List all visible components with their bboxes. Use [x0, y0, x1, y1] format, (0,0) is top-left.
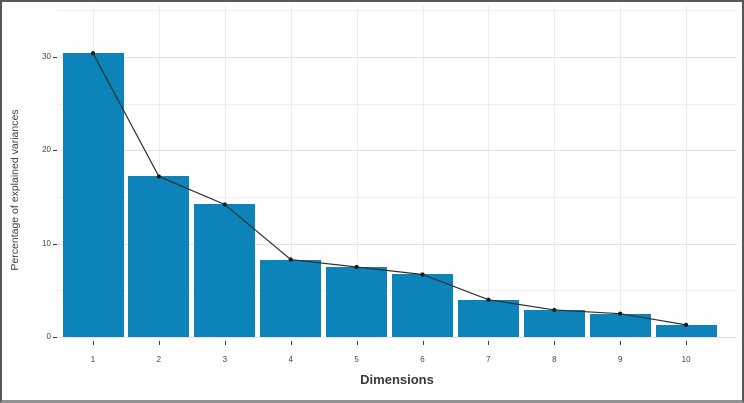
x-tick-mark [488, 341, 490, 345]
x-tick-label: 10 [681, 355, 691, 364]
y-tick-mark [53, 150, 57, 152]
bar-dimension-5 [326, 267, 388, 337]
x-tick-mark [422, 341, 424, 345]
x-tick-mark [290, 341, 292, 345]
bar-dimension-10 [655, 324, 717, 337]
y-tick-label: 0 [46, 332, 51, 341]
bar-dimension-6 [392, 274, 453, 337]
x-tick-mark [554, 341, 556, 345]
x-tick-label: 8 [552, 355, 557, 364]
gridline-x [488, 6, 490, 341]
x-tick-label: 9 [617, 355, 623, 364]
gridline-x [554, 6, 556, 341]
x-tick-mark [93, 341, 94, 345]
x-tick-label: 4 [288, 355, 293, 364]
x-tick-label: 7 [486, 355, 491, 364]
bar-dimension-4 [260, 259, 322, 337]
x-tick-mark [224, 341, 226, 345]
gridline-x [620, 6, 622, 341]
gridline-x [686, 6, 688, 341]
bar-dimension-1 [62, 53, 124, 337]
x-tick-mark [356, 341, 358, 345]
bar-dimension-2 [128, 176, 190, 337]
bar-dimension-9 [589, 313, 651, 337]
x-tick-label: 5 [354, 355, 359, 364]
x-axis-title: Dimensions [360, 372, 434, 387]
x-tick-label: 3 [222, 355, 228, 364]
y-tick-mark [53, 243, 57, 245]
x-tick-mark [620, 341, 622, 345]
y-tick-label: 30 [42, 52, 51, 61]
y-tick-label: 10 [42, 238, 51, 248]
x-tick-label: 6 [420, 355, 425, 364]
y-tick-label: 20 [42, 145, 51, 155]
x-tick-mark [158, 341, 160, 345]
bar-dimension-8 [523, 309, 585, 337]
x-tick-label: 2 [156, 355, 162, 364]
x-tick-label: 1 [90, 355, 96, 364]
y-tick-mark [53, 337, 57, 338]
x-tick-mark [686, 341, 688, 345]
bar-dimension-7 [457, 299, 519, 337]
bar-dimension-3 [194, 204, 256, 337]
y-axis-title: Percentage of explained variances [9, 109, 21, 271]
y-tick-mark [53, 57, 57, 58]
gridline-y-major [57, 337, 737, 338]
gridline-y-minor [57, 10, 737, 12]
